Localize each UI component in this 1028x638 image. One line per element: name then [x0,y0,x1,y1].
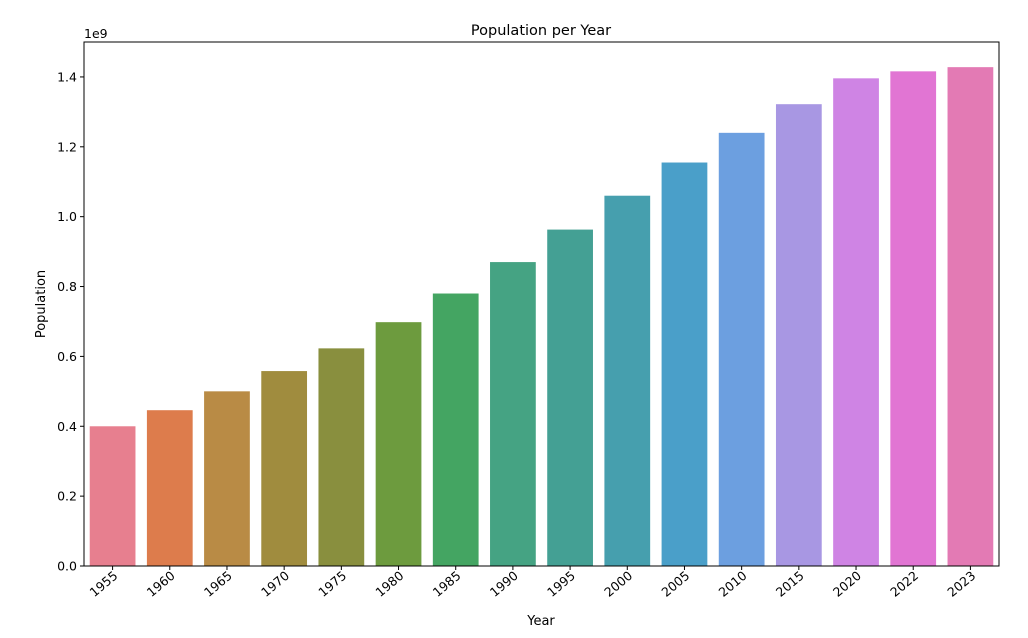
bar-1965 [204,391,250,566]
x-tick-label: 1985 [430,568,464,600]
y-tick-label: 0.4 [57,419,77,434]
y-tick-label: 1.2 [57,139,77,154]
bar-2015 [775,104,822,567]
y-tick-label: 1.4 [57,69,77,84]
x-tick-label: 1980 [372,568,406,600]
bar-1985 [432,293,479,566]
x-tick-label: 2000 [601,568,635,600]
x-axis-ticks: 1955 1960 1965 1970 1975 1980 1985 1990 1995 2000… [87,566,978,600]
bar-2000 [604,195,651,566]
y-offset-label: 1e9 [84,26,108,41]
x-tick-label: 2023 [944,568,978,600]
plot-area-frame [83,41,1000,567]
x-tick-label: 1965 [201,568,235,600]
x-tick-label: 1955 [87,568,121,600]
bar-2010 [718,132,765,566]
y-tick-label: 0.8 [57,279,77,294]
bar-2022 [890,71,937,566]
x-tick-label: 1975 [315,568,349,600]
x-axis-label: Year [526,614,555,629]
bar-1990 [490,262,536,566]
bar-2005 [661,162,708,566]
x-tick-label: 1990 [487,568,521,600]
y-axis-ticks: 0.0 0.2 0.4 0.6 0.8 1.0 1.2 1.4 [57,69,84,574]
x-tick-label: 2005 [658,568,692,600]
y-tick-label: 0.2 [57,489,77,504]
y-axis-label: Population [34,270,49,338]
x-tick-label: 1960 [144,568,178,600]
bar-2023 [947,67,994,567]
x-tick-label: 1995 [544,568,578,600]
bar-2020 [833,78,879,566]
x-tick-label: 2020 [830,568,864,600]
bar-1960 [146,410,193,566]
bar-1975 [318,348,365,566]
x-tick-label: 2022 [887,568,921,600]
bar-1955 [89,426,136,566]
y-tick-label: 1.0 [57,209,77,224]
bars-group [89,67,994,567]
x-tick-label: 2010 [716,568,750,600]
bar-1995 [547,229,593,566]
chart-title: Population per Year [471,23,611,39]
y-tick-label: 0.0 [57,559,77,574]
bar-1980 [375,322,422,566]
x-tick-label: 2015 [773,568,807,600]
bar-1970 [261,371,308,566]
x-tick-label: 1970 [258,568,292,600]
y-tick-label: 0.6 [57,349,77,364]
